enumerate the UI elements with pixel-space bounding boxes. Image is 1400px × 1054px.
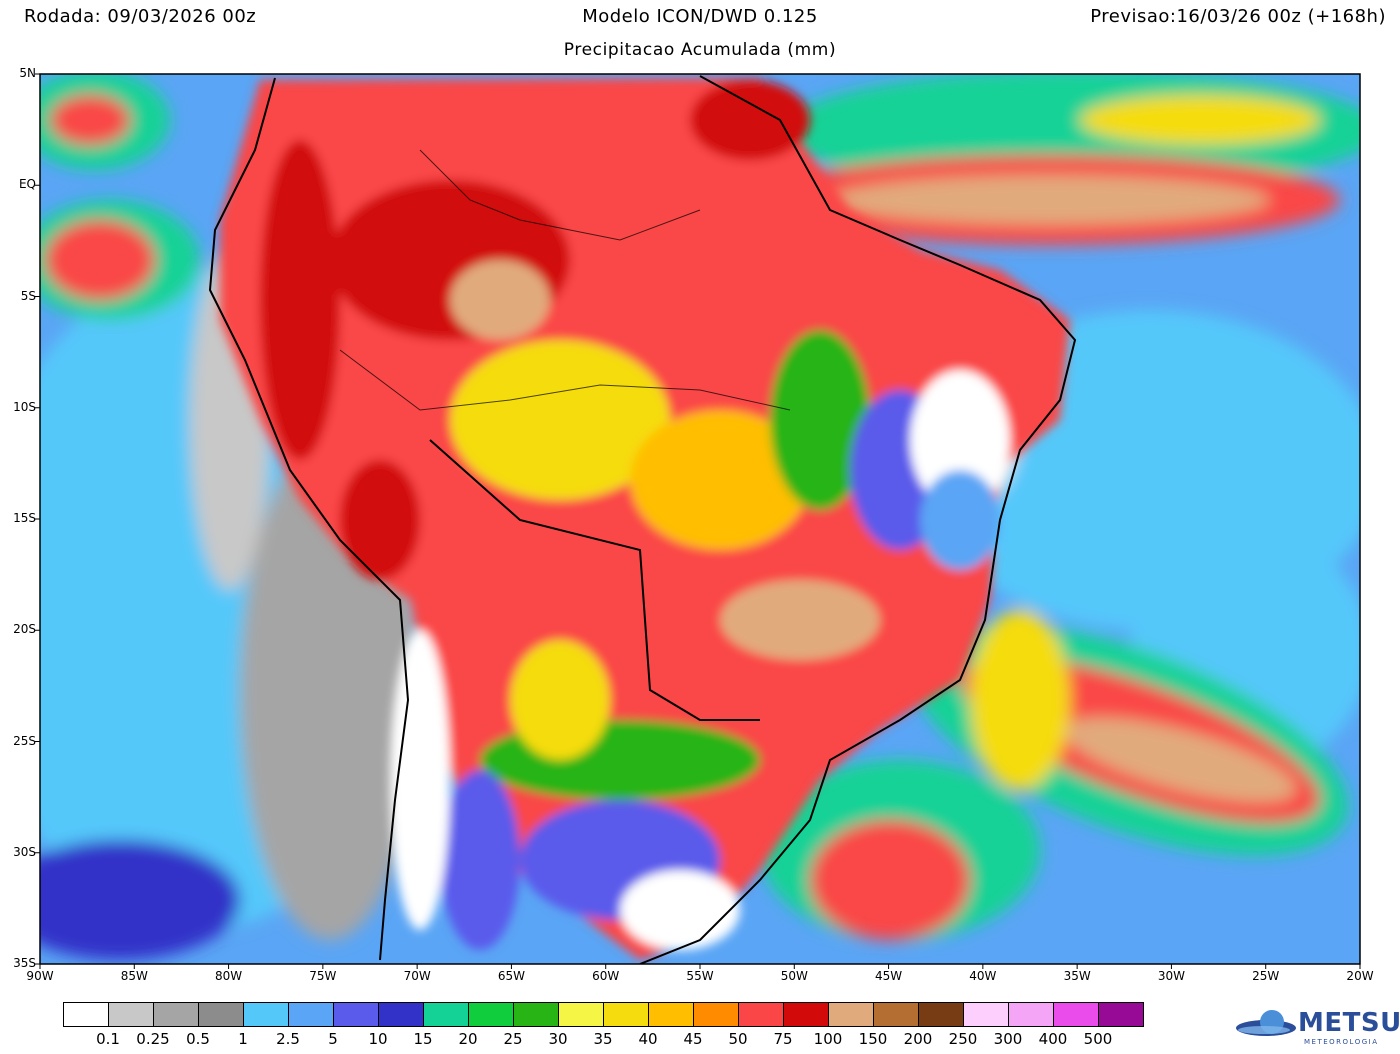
legend-swatch <box>513 1002 559 1027</box>
lon-tick-label: 70W <box>403 969 431 983</box>
legend-swatch <box>63 1002 109 1027</box>
legend-label: 250 <box>948 1030 978 1048</box>
lat-tick-label: 30S <box>13 844 36 859</box>
lon-tick-label: 85W <box>120 969 148 983</box>
lon-tick-label: 90W <box>26 969 54 983</box>
lon-tick-label: 30W <box>1157 969 1185 983</box>
legend-label: 20 <box>458 1030 478 1048</box>
legend-swatch <box>693 1002 739 1027</box>
legend-label: 75 <box>773 1030 793 1048</box>
legend-swatch <box>648 1002 694 1027</box>
precip-legend <box>63 1002 1144 1027</box>
logo-tagline: METEOROLOGIA <box>1304 1038 1379 1046</box>
legend-label: 10 <box>368 1030 388 1048</box>
map-subtitle: Precipitacao Acumulada (mm) <box>563 40 837 60</box>
lon-tick-label: 35W <box>1063 969 1091 983</box>
legend-label: 150 <box>858 1030 888 1048</box>
legend-swatch <box>738 1002 784 1027</box>
legend-label: 0.5 <box>186 1030 210 1048</box>
lon-tick-label: 80W <box>214 969 243 983</box>
legend-swatch <box>558 1002 604 1027</box>
lon-tick-label: 75W <box>309 969 337 983</box>
lat-tick-label: 25S <box>13 733 36 748</box>
legend-label: 5 <box>328 1030 338 1048</box>
legend-label: 2.5 <box>276 1030 300 1048</box>
legend-swatch <box>198 1002 244 1027</box>
legend-swatch <box>423 1002 469 1027</box>
lat-tick-label: 20S <box>13 622 36 637</box>
lat-tick-label: 10S <box>13 399 36 414</box>
legend-swatch <box>1053 1002 1099 1027</box>
legend-swatch <box>873 1002 919 1027</box>
legend-label: 30 <box>548 1030 568 1048</box>
legend-swatch <box>153 1002 199 1027</box>
lon-tick-label: 55W <box>686 969 714 983</box>
legend-label: 40 <box>638 1030 658 1048</box>
legend-label: 400 <box>1038 1030 1068 1048</box>
precip-field <box>40 74 1360 964</box>
lon-tick-label: 20W <box>1346 969 1374 983</box>
lat-tick-label: 15S <box>13 511 36 525</box>
lat-tick-label: EQ <box>18 177 36 192</box>
legend-label: 0.25 <box>136 1030 170 1048</box>
legend-swatch <box>108 1002 154 1027</box>
legend-swatch <box>468 1002 514 1027</box>
legend-label: 35 <box>593 1030 613 1048</box>
lon-tick-label: 40W <box>969 969 997 983</box>
legend-swatch <box>378 1002 424 1027</box>
precipitation-map <box>35 73 1361 969</box>
lon-tick-label: 60W <box>592 969 620 983</box>
legend-label: 1 <box>238 1030 248 1048</box>
legend-label: 100 <box>813 1030 843 1048</box>
lat-tick-label: 5S <box>20 288 36 303</box>
legend-label: 0.1 <box>96 1030 120 1048</box>
metsul-logo: METSUL METEOROLOGIA <box>1234 1006 1400 1050</box>
lon-tick-label: 25W <box>1252 969 1280 983</box>
legend-label: 50 <box>728 1030 748 1048</box>
legend-swatch <box>333 1002 379 1027</box>
legend-swatch <box>828 1002 874 1027</box>
legend-swatch <box>783 1002 829 1027</box>
legend-label: 45 <box>683 1030 703 1048</box>
legend-label: 200 <box>903 1030 933 1048</box>
lon-tick-label: 45W <box>874 969 903 983</box>
run-time-label: Rodada: 09/03/2026 00z <box>24 6 257 27</box>
legend-swatch <box>603 1002 649 1027</box>
lat-tick-label: 35S <box>13 956 36 970</box>
lat-tick-label: 5N <box>19 66 36 80</box>
forecast-time-label: Previsao:16/03/26 00z (+168h) <box>1090 6 1386 27</box>
lon-tick-label: 65W <box>497 969 525 983</box>
logo-name: METSUL <box>1298 1008 1400 1038</box>
legend-swatch <box>288 1002 334 1027</box>
legend-swatch <box>1008 1002 1054 1027</box>
model-title: Modelo ICON/DWD 0.125 <box>582 6 818 27</box>
legend-label: 500 <box>1083 1030 1113 1048</box>
legend-swatch <box>243 1002 289 1027</box>
legend-label: 300 <box>993 1030 1023 1048</box>
legend-swatch <box>1098 1002 1144 1027</box>
legend-label: 15 <box>413 1030 433 1048</box>
legend-swatch <box>963 1002 1009 1027</box>
legend-label: 25 <box>503 1030 523 1048</box>
lon-tick-label: 50W <box>780 969 808 983</box>
globe-icon <box>1236 1010 1296 1036</box>
legend-swatch <box>918 1002 964 1027</box>
